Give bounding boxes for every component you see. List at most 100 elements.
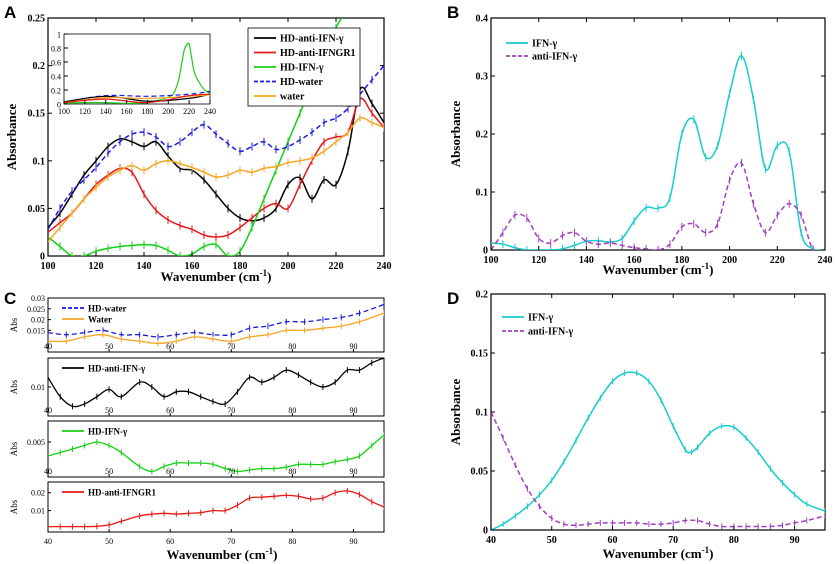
- x-tick-label: 90: [349, 537, 357, 546]
- panel-letter-a: A: [4, 3, 16, 22]
- y-tick-label: 0.15: [28, 109, 46, 120]
- y-tick-label: 0.2: [33, 61, 46, 72]
- x-tick-label: 40: [486, 535, 496, 546]
- y-tick-label: 0.8: [51, 45, 61, 54]
- series-line-hd-ifn: [48, 434, 384, 473]
- y-tick-label: 0.1: [476, 188, 489, 199]
- y-tick-label: 0.03: [31, 294, 45, 303]
- y-tick-label: 0.2: [476, 130, 489, 141]
- x-tick-label: 70: [227, 406, 235, 415]
- y-tick-label: 0.25: [28, 14, 46, 25]
- legend-label-ifn: IFN-γ: [532, 39, 558, 50]
- panel-c-subplot: 40 50 60 70 80 90 0.01 0.02 Abs HD-anti-IFNGR1: [9, 481, 385, 546]
- x-tick-label: 50: [105, 537, 113, 546]
- x-tick-label: 240: [818, 255, 833, 266]
- x-tick-label: 100: [41, 261, 56, 272]
- series-line-hd-anti-ifngr1: [48, 490, 384, 528]
- legend-label-hd-anti-ifn: HD-anti-IFN-γ: [88, 364, 146, 374]
- series-line-hd-ifn: [64, 42, 210, 104]
- y-tick-label: 0.005: [27, 438, 45, 447]
- panel-letter-d: D: [447, 289, 459, 308]
- series-line-anti-ifn: [491, 411, 825, 528]
- series-line-water: [64, 94, 210, 104]
- panel-a-legend-items: HD-anti-IFN-γ HD-anti-IFNGR1 HD-IFN-γ HD-wa…: [254, 34, 356, 103]
- x-tick-label: 160: [185, 261, 200, 272]
- panel-b-xlabel: Wavenumber (cm-1): [603, 261, 714, 277]
- x-tick-label: 60: [166, 406, 174, 415]
- x-tick-label: 220: [329, 261, 344, 272]
- legend-label-water: Water: [88, 315, 112, 325]
- y-tick-label: 0.6: [51, 59, 61, 68]
- y-tick-label: 0.025: [27, 305, 45, 314]
- x-tick-label: 90: [349, 467, 357, 476]
- x-tick-label: 80: [288, 537, 296, 546]
- y-tick-label: 0.01: [31, 507, 45, 516]
- subplot-ylabel: Abs: [9, 499, 19, 514]
- x-tick-label: 140: [100, 107, 112, 116]
- legend-label-hd-water: HD-water: [280, 77, 323, 88]
- y-tick-label: 0: [483, 526, 488, 537]
- x-tick-label: 100: [484, 255, 499, 266]
- panel-letter-c: C: [4, 289, 16, 308]
- series-line-hd-anti-ifn: [48, 86, 384, 228]
- x-tick-label: 50: [105, 467, 113, 476]
- panel-a-inset: 100 120 140 160 180 200 220 240 0 0.2 0.4 0.6 0.8 1: [51, 31, 216, 117]
- panel-b-ylabel: Absorbance: [448, 101, 463, 168]
- x-tick-label: 240: [377, 261, 392, 272]
- x-tick-label: 70: [227, 467, 235, 476]
- series-group: [48, 487, 384, 530]
- subplot-frame: [47, 297, 385, 353]
- series-line-anti-ifn: [491, 161, 825, 250]
- panel-d-axes: 40 50 60 70 80 90 0 0.05 0.1 0.15 0.2: [471, 290, 825, 546]
- x-tick-label: 120: [531, 255, 546, 266]
- x-tick-label: 50: [105, 406, 113, 415]
- x-tick-label: 70: [227, 342, 235, 351]
- x-tick-label: 100: [58, 107, 70, 116]
- x-tick-label: 140: [137, 261, 152, 272]
- subplot-frame: [47, 420, 385, 478]
- panel-c-subplot: 40 50 60 70 80 90 0.005 Abs HD-IFN-γ: [9, 420, 385, 478]
- subplot-ylabel: Abs: [9, 317, 19, 332]
- x-tick-label: 240: [204, 107, 216, 116]
- series-group: [48, 432, 384, 475]
- panel-d-xlabel: Wavenumber (cm-1): [603, 545, 714, 561]
- panel-d-plot: [491, 370, 825, 530]
- series-line-ifn: [491, 371, 825, 530]
- legend-label-ifn: IFN-γ: [528, 313, 554, 324]
- x-tick-label: 180: [233, 261, 248, 272]
- y-tick-label: 0.1: [476, 408, 489, 419]
- x-tick-label: 40: [44, 342, 52, 351]
- x-tick-label: 120: [89, 261, 104, 272]
- y-tick-label: 0.02: [31, 489, 45, 498]
- y-tick-label: 0.05: [28, 204, 46, 215]
- legend-label-hd-anti-ifngr1: HD-anti-IFNGR1: [280, 48, 356, 59]
- y-tick-label: 0.4: [51, 73, 61, 82]
- x-tick-label: 50: [547, 535, 557, 546]
- panel-c-xlabel: Wavenumber (cm-1): [167, 546, 278, 562]
- x-tick-label: 70: [227, 537, 235, 546]
- series-group: [48, 358, 384, 410]
- y-tick-label: 0.4: [476, 14, 489, 25]
- panel-b-legend: IFN-γ anti-IFN-γ: [506, 39, 578, 63]
- x-tick-label: 180: [141, 107, 153, 116]
- legend-label-hd-ifn: HD-IFN-γ: [280, 63, 324, 74]
- panel-letter-b: B: [447, 3, 459, 22]
- y-tick-label: 0.2: [51, 87, 61, 96]
- series-group: [48, 301, 384, 347]
- y-tick-label: 0.2: [476, 290, 489, 301]
- series-line-ifn: [491, 54, 825, 250]
- panel-d: 40 50 60 70 80 90 0 0.05 0.1 0.15 0.2 Wavenumber (…: [448, 290, 826, 561]
- series-group: [491, 370, 825, 530]
- panel-b: 100 120 140 160 180 200 220 240 0 0.1 0.2 0.3 0.4 Wa…: [448, 14, 833, 278]
- y-tick-label: 0.015: [27, 326, 45, 335]
- x-tick-label: 140: [579, 255, 594, 266]
- x-tick-label: 40: [44, 467, 52, 476]
- series-group: [491, 51, 825, 250]
- y-tick-label: 0: [57, 101, 61, 110]
- legend-label-water: water: [280, 92, 305, 103]
- x-tick-label: 160: [627, 255, 642, 266]
- x-tick-label: 80: [288, 406, 296, 415]
- x-tick-label: 40: [44, 406, 52, 415]
- x-tick-label: 200: [281, 261, 296, 272]
- x-tick-label: 90: [790, 535, 800, 546]
